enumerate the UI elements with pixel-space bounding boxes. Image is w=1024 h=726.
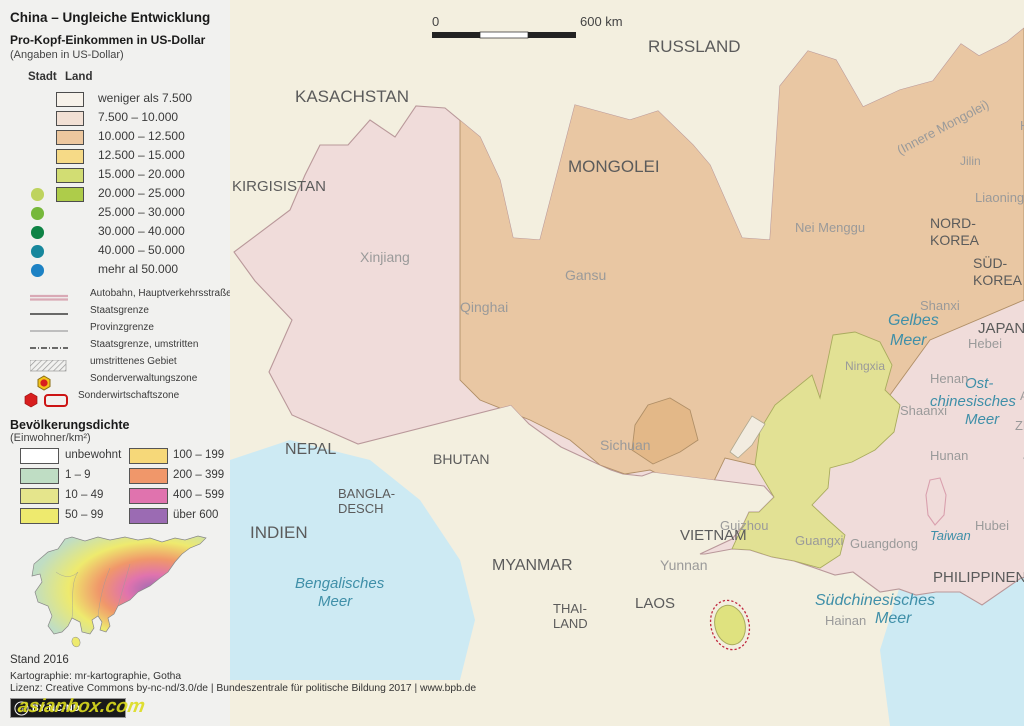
svg-text:Guangdong: Guangdong <box>850 536 918 551</box>
svg-text:Anhui: Anhui <box>1020 389 1024 403</box>
svg-text:BHUTAN: BHUTAN <box>433 451 490 467</box>
svg-text:INDIEN: INDIEN <box>250 523 308 542</box>
svg-text:KOREA: KOREA <box>930 232 980 248</box>
svg-text:Heilongjiang: Heilongjiang <box>1020 118 1024 133</box>
svg-text:BANGLA-: BANGLA- <box>338 486 395 501</box>
svg-text:KIRGISISTAN: KIRGISISTAN <box>232 178 326 195</box>
svg-text:Bengalisches: Bengalisches <box>295 575 385 592</box>
svg-text:Meer: Meer <box>890 332 927 349</box>
svg-text:MYANMAR: MYANMAR <box>492 557 573 574</box>
svg-text:Meer: Meer <box>318 593 353 610</box>
svg-text:KOREA: KOREA <box>973 272 1023 288</box>
svg-text:Guangxi: Guangxi <box>795 533 844 548</box>
svg-text:MONGOLEI: MONGOLEI <box>568 157 660 176</box>
svg-text:Hebei: Hebei <box>968 336 1002 351</box>
svg-text:THAI-: THAI- <box>553 601 587 616</box>
svg-text:LAND: LAND <box>553 616 588 631</box>
svg-text:Zhejiang: Zhejiang <box>1015 418 1024 433</box>
svg-text:Ost-: Ost- <box>965 375 993 392</box>
svg-text:0: 0 <box>432 14 439 29</box>
svg-text:600 km: 600 km <box>580 14 623 29</box>
svg-text:DESCH: DESCH <box>338 501 384 516</box>
svg-text:Gelbes: Gelbes <box>888 312 939 329</box>
svg-text:Shanxi: Shanxi <box>920 298 960 313</box>
svg-text:Shaanxi: Shaanxi <box>900 403 947 418</box>
svg-text:PHILIPPINEN: PHILIPPINEN <box>933 569 1024 586</box>
svg-text:NEPAL: NEPAL <box>285 441 336 458</box>
svg-text:Liaoning: Liaoning <box>975 190 1024 205</box>
svg-text:Guizhou: Guizhou <box>720 518 768 533</box>
svg-text:Meer: Meer <box>875 610 912 627</box>
svg-text:SÜD-: SÜD- <box>973 254 1008 271</box>
svg-text:Meer: Meer <box>965 411 1000 428</box>
svg-text:RUSSLAND: RUSSLAND <box>648 37 741 56</box>
svg-text:Yunnan: Yunnan <box>660 557 708 573</box>
svg-text:KASACHSTAN: KASACHSTAN <box>295 87 409 106</box>
svg-text:NORD-: NORD- <box>930 215 976 231</box>
svg-text:Ningxia: Ningxia <box>845 359 885 373</box>
svg-text:Qinghai: Qinghai <box>460 299 508 315</box>
svg-text:Nei Menggu: Nei Menggu <box>795 220 865 235</box>
svg-text:Taiwan: Taiwan <box>930 528 971 543</box>
svg-text:LAOS: LAOS <box>635 595 675 612</box>
svg-text:Hunan: Hunan <box>930 448 968 463</box>
svg-text:Jilin: Jilin <box>960 154 981 168</box>
svg-text:Hubei: Hubei <box>975 518 1009 533</box>
svg-text:Sichuan: Sichuan <box>600 437 651 453</box>
svg-text:JAPAN: JAPAN <box>978 320 1024 337</box>
svg-text:Südchinesisches: Südchinesisches <box>815 592 935 609</box>
svg-text:Henan: Henan <box>930 371 968 386</box>
svg-text:Hainan: Hainan <box>825 613 866 628</box>
svg-text:Xinjiang: Xinjiang <box>360 249 410 265</box>
svg-text:Gansu: Gansu <box>565 267 606 283</box>
